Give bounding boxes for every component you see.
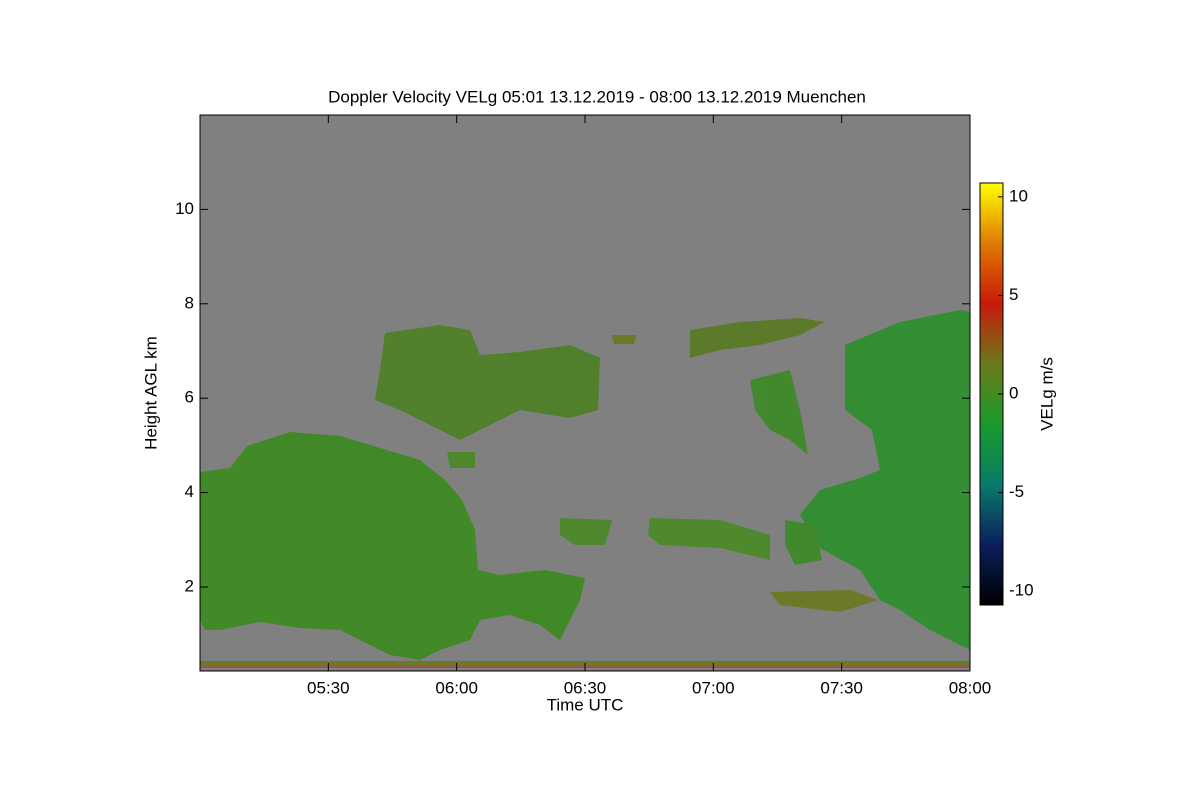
echo-region	[612, 335, 636, 344]
x-tick-label: 05:30	[307, 678, 350, 697]
echo-region	[800, 310, 970, 650]
y-tick-label: 4	[185, 482, 194, 501]
echo-region	[648, 518, 770, 560]
x-tick-label: 06:00	[435, 678, 478, 697]
echo-region	[690, 318, 825, 358]
y-tick-label: 6	[185, 388, 194, 407]
y-tick-label: 10	[175, 199, 194, 218]
colorbar-label: VELg m/s	[1037, 357, 1056, 431]
echo-region	[750, 370, 808, 455]
x-tick-label: 07:30	[820, 678, 863, 697]
x-tick-label: 07:00	[692, 678, 735, 697]
echo-region	[770, 590, 878, 612]
y-tick-label: 8	[185, 293, 194, 312]
echo-region	[375, 325, 600, 440]
echo-region	[200, 432, 585, 660]
colorbar-tick-label: -5	[1009, 482, 1024, 501]
x-tick-label: 08:00	[949, 678, 992, 697]
x-axis-label: Time UTC	[547, 695, 624, 714]
colorbar-tick-label: 5	[1009, 285, 1018, 304]
echo-regions	[200, 310, 970, 668]
echo-region	[447, 452, 475, 468]
y-axis-label: Height AGL km	[141, 336, 160, 450]
colorbar-tick-label: 10	[1009, 186, 1028, 205]
echo-region	[785, 520, 822, 565]
chart-title: Doppler Velocity VELg 05:01 13.12.2019 -…	[328, 87, 866, 106]
x-tick-label: 06:30	[564, 678, 607, 697]
colorbar-tick-label: -10	[1009, 581, 1034, 600]
y-tick-label: 2	[185, 576, 194, 595]
colorbar-tick-label: 0	[1009, 383, 1018, 402]
echo-region	[560, 518, 612, 545]
